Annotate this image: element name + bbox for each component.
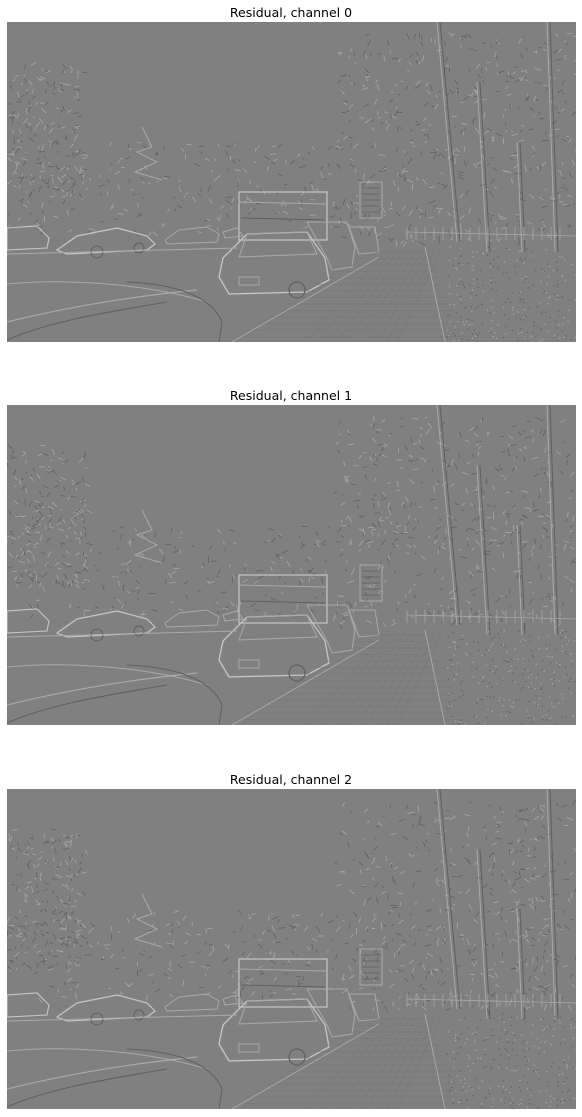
- residual-image: [7, 405, 576, 725]
- street-scene-residual: [7, 22, 576, 342]
- panel-title: Residual, channel 1: [229, 388, 353, 403]
- residual-image: [7, 789, 576, 1109]
- residual-image: [7, 22, 576, 342]
- street-scene-residual: [7, 789, 576, 1109]
- panel-title: Residual, channel 2: [229, 772, 353, 787]
- panel-title: Residual, channel 0: [229, 5, 353, 20]
- street-scene-residual: [7, 405, 576, 725]
